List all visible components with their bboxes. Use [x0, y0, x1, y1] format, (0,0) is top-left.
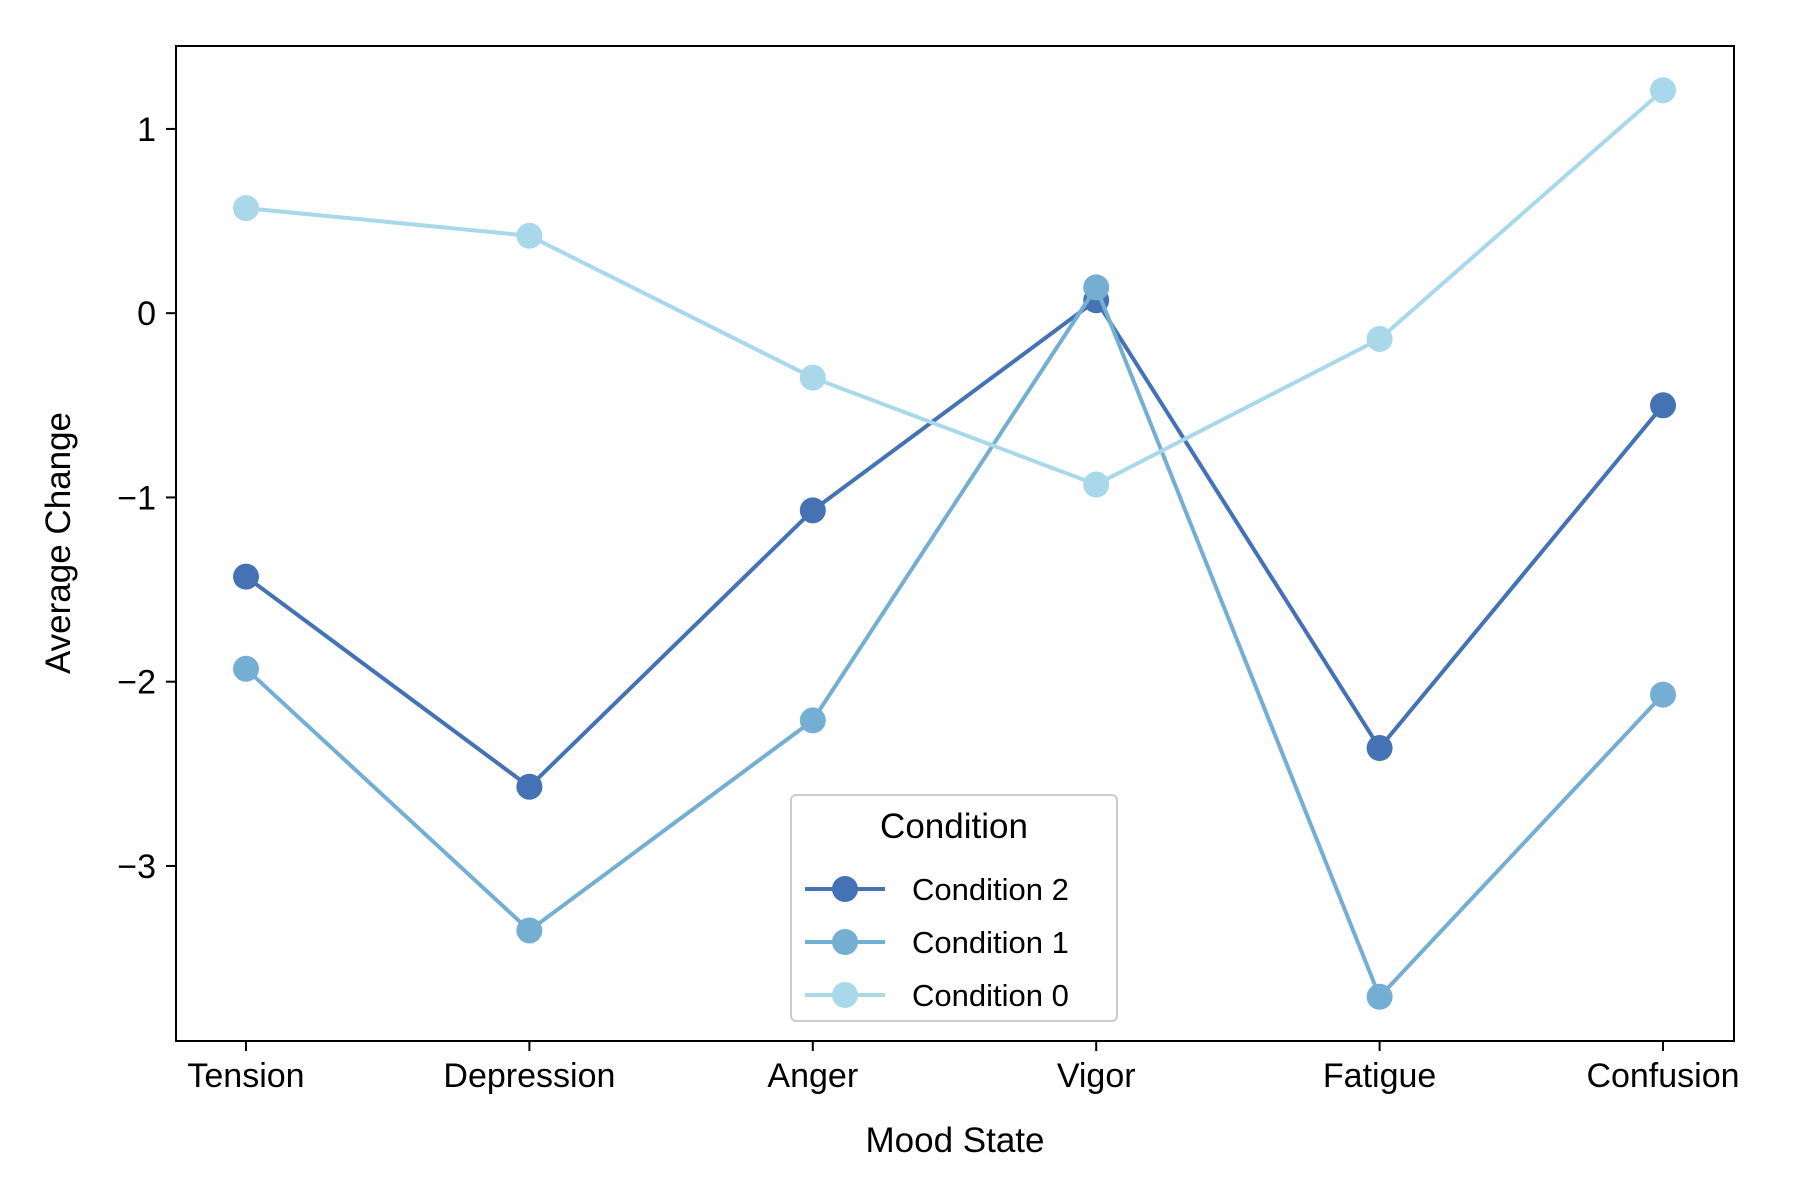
legend-entry: Condition 2	[805, 872, 1069, 907]
x-axis-ticks: Tension Depression Anger Vigor Fatigue Confus…	[187, 1041, 1740, 1095]
y-tick-label: −1	[117, 479, 156, 517]
legend-entry: Condition 0	[805, 978, 1069, 1013]
data-point	[516, 222, 543, 249]
series-line	[244, 285, 1665, 999]
x-tick-label: Confusion	[1586, 1057, 1739, 1095]
data-point	[799, 497, 826, 524]
y-axis-label: Average Change	[39, 412, 78, 674]
x-tick-label: Depression	[443, 1057, 615, 1095]
legend-entries: Condition 2 Condition 1 Condition 0	[805, 872, 1069, 1013]
data-point	[516, 773, 543, 800]
legend-label: Condition 2	[912, 872, 1069, 907]
x-tick-label: Fatigue	[1323, 1057, 1436, 1095]
data-point	[1366, 325, 1393, 352]
data-point	[233, 563, 259, 590]
y-axis-ticks: 1 0 −1 −2 −3	[117, 111, 176, 886]
data-point	[1650, 77, 1676, 104]
x-axis-label: Mood State	[866, 1121, 1045, 1160]
data-point	[1083, 274, 1110, 301]
legend-entry: Condition 1	[805, 925, 1069, 960]
legend-title: Condition	[880, 807, 1028, 846]
plot-frame	[175, 45, 1735, 1042]
data-point	[1650, 392, 1676, 419]
series-layer	[233, 77, 1676, 1010]
legend-marker	[832, 929, 858, 955]
data-point	[799, 364, 826, 391]
data-point	[1083, 471, 1110, 498]
legend-box	[790, 794, 1118, 1022]
series-line	[245, 88, 1665, 487]
x-tick-label: Tension	[187, 1057, 304, 1095]
y-tick-label: −3	[117, 848, 156, 886]
legend-label: Condition 0	[912, 978, 1069, 1013]
series-condition-2	[233, 287, 1676, 800]
y-tick-label: 0	[137, 295, 156, 333]
series-line	[244, 298, 1665, 789]
legend-label: Condition 1	[912, 925, 1069, 960]
data-point	[1366, 735, 1393, 762]
data-point	[516, 917, 543, 944]
legend-marker	[832, 982, 858, 1008]
data-point	[233, 655, 259, 682]
x-tick-label: Anger	[767, 1057, 858, 1095]
legend-marker	[832, 876, 858, 902]
series-condition-0	[233, 77, 1676, 498]
data-point	[799, 707, 826, 734]
y-tick-label: −2	[117, 664, 156, 702]
x-tick-label: Vigor	[1057, 1057, 1136, 1095]
data-point	[1650, 681, 1676, 708]
data-point	[1366, 983, 1393, 1010]
data-point	[233, 195, 259, 222]
y-tick-label: 1	[137, 111, 156, 149]
series-condition-1	[233, 274, 1676, 1010]
